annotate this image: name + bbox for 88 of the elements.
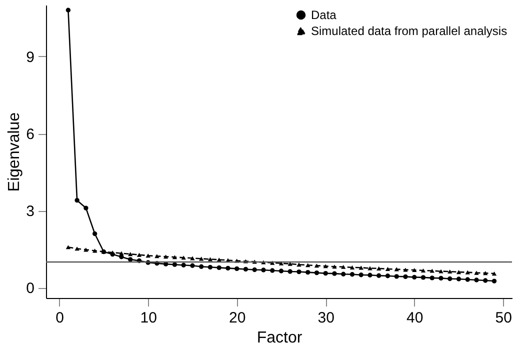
point bbox=[154, 254, 160, 258]
point bbox=[198, 256, 204, 261]
point bbox=[358, 272, 364, 278]
point bbox=[438, 269, 444, 274]
point bbox=[270, 268, 275, 273]
point bbox=[368, 272, 372, 278]
point bbox=[474, 270, 479, 275]
point bbox=[483, 271, 488, 276]
x-tick-label: 0 bbox=[56, 310, 64, 326]
point bbox=[306, 263, 310, 268]
y-tick-label: 3 bbox=[26, 203, 34, 220]
point bbox=[278, 268, 284, 274]
point bbox=[474, 278, 479, 282]
point bbox=[234, 266, 240, 272]
point bbox=[448, 276, 452, 282]
point bbox=[92, 231, 98, 236]
point bbox=[350, 265, 355, 270]
point bbox=[181, 262, 186, 268]
x-tick-label: 30 bbox=[318, 310, 334, 326]
point bbox=[403, 268, 408, 272]
point bbox=[314, 270, 320, 276]
point bbox=[438, 276, 444, 281]
point bbox=[376, 273, 382, 278]
point bbox=[208, 257, 213, 262]
point bbox=[385, 266, 390, 271]
point bbox=[376, 266, 382, 270]
point bbox=[296, 262, 302, 267]
point bbox=[84, 206, 88, 210]
point bbox=[163, 254, 168, 259]
point bbox=[226, 266, 230, 271]
y-tick-label: 6 bbox=[26, 126, 34, 144]
point bbox=[403, 274, 408, 280]
point bbox=[430, 276, 434, 280]
point bbox=[412, 268, 417, 272]
point bbox=[146, 254, 150, 258]
point bbox=[252, 267, 257, 272]
y-axis-title: Eigenvalue bbox=[6, 112, 24, 192]
point bbox=[74, 198, 80, 203]
x-tick-label: 50 bbox=[495, 310, 512, 326]
point bbox=[190, 256, 195, 260]
point bbox=[119, 251, 124, 256]
legend-label: Simulated data from parallel analysis bbox=[311, 24, 508, 38]
point bbox=[288, 269, 292, 274]
point bbox=[430, 268, 434, 273]
point bbox=[136, 252, 142, 257]
y-tick-label: 0 bbox=[26, 280, 34, 298]
point bbox=[394, 274, 399, 279]
x-tick-label: 10 bbox=[140, 310, 157, 326]
point bbox=[492, 272, 497, 276]
point bbox=[341, 264, 346, 269]
point bbox=[172, 262, 178, 267]
point bbox=[66, 245, 71, 250]
point bbox=[448, 269, 452, 274]
x-tick-label: 40 bbox=[406, 310, 424, 326]
point bbox=[190, 263, 195, 268]
point bbox=[350, 272, 355, 277]
point bbox=[465, 277, 470, 282]
point bbox=[243, 266, 248, 272]
point bbox=[483, 278, 488, 283]
y-tick-label: 9 bbox=[26, 48, 34, 66]
legend-label: Data bbox=[311, 8, 337, 22]
point bbox=[420, 275, 426, 280]
point bbox=[296, 269, 302, 274]
point bbox=[341, 272, 346, 276]
point bbox=[208, 264, 213, 270]
point bbox=[412, 274, 417, 280]
point bbox=[332, 271, 337, 276]
point bbox=[314, 264, 320, 268]
point bbox=[456, 276, 462, 282]
point bbox=[420, 268, 426, 273]
point bbox=[385, 274, 390, 278]
point bbox=[261, 268, 266, 272]
point bbox=[66, 8, 71, 12]
point bbox=[306, 270, 310, 275]
point bbox=[216, 265, 222, 270]
x-tick-label: 20 bbox=[228, 310, 246, 326]
point bbox=[465, 270, 470, 274]
point bbox=[332, 264, 337, 269]
point bbox=[323, 264, 328, 268]
point bbox=[492, 278, 497, 284]
point bbox=[128, 252, 133, 256]
point bbox=[128, 257, 133, 262]
point bbox=[172, 255, 178, 260]
point bbox=[198, 264, 204, 269]
point bbox=[456, 270, 462, 274]
point bbox=[323, 270, 328, 276]
point bbox=[278, 261, 284, 266]
x-axis-title: Factor bbox=[256, 330, 303, 346]
